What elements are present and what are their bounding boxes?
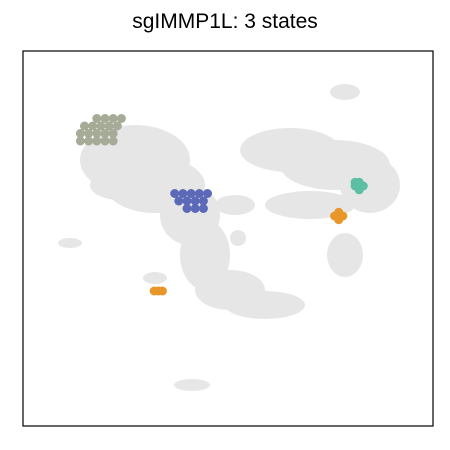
data-point <box>100 114 110 123</box>
data-point <box>157 286 167 296</box>
data-point <box>190 204 200 213</box>
data-point <box>108 129 118 138</box>
data-point <box>112 121 122 131</box>
data-point <box>80 121 89 131</box>
data-point <box>182 204 192 213</box>
data-point <box>116 114 126 123</box>
data-point <box>92 114 102 123</box>
data-point <box>198 196 208 206</box>
data-point <box>334 207 344 217</box>
series-3 <box>149 207 348 296</box>
data-point <box>182 196 192 206</box>
data-point <box>96 121 106 131</box>
data-point <box>75 136 85 146</box>
data-point <box>108 136 118 146</box>
data-point <box>194 189 204 198</box>
data-point <box>88 121 98 131</box>
data-point <box>100 129 110 138</box>
data-point <box>203 189 212 198</box>
background-cells <box>58 84 400 391</box>
state-points <box>75 114 368 296</box>
chart-title: sgIMMP1L: 3 states <box>132 10 318 33</box>
series-0 <box>75 114 126 146</box>
data-point <box>92 136 102 146</box>
data-point <box>170 189 180 198</box>
data-point <box>186 189 196 198</box>
data-point <box>108 114 118 123</box>
data-point <box>190 196 200 206</box>
data-point <box>354 185 364 195</box>
plot-frame <box>22 50 434 427</box>
data-point <box>84 136 94 146</box>
data-point <box>178 189 188 198</box>
data-point <box>92 129 102 138</box>
data-point <box>104 121 114 131</box>
series-2 <box>350 177 368 195</box>
data-point <box>174 196 184 206</box>
data-point <box>75 129 85 138</box>
data-point <box>198 204 208 213</box>
series-1 <box>170 189 212 213</box>
data-point <box>84 129 94 138</box>
data-point <box>100 136 110 146</box>
